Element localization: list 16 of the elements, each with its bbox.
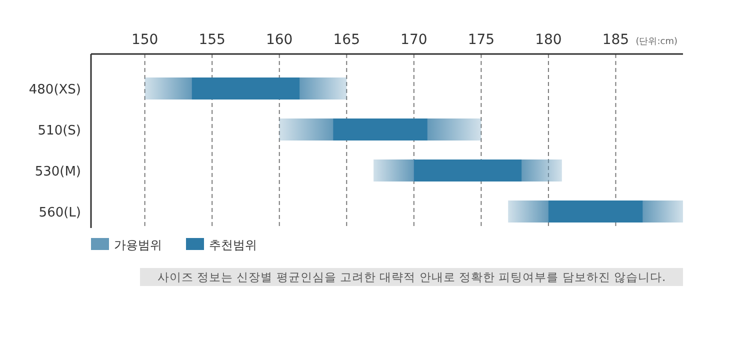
- x-tick-label: 185: [602, 32, 630, 48]
- x-tick-label: 165: [333, 32, 360, 48]
- x-tick-label: 180: [535, 32, 562, 48]
- x-tick-label: 155: [198, 32, 226, 48]
- x-tick-label: 160: [266, 32, 293, 48]
- text: 사이즈 정보는 신장별 평균인심을 고려한 대략적 안내로 정확한 피팅여부를 담보하진 않습니다.: [157, 270, 666, 284]
- text: (단위:cm): [636, 37, 678, 47]
- y-tick-label: 480(XS): [28, 82, 81, 98]
- y-tick-label: 510(S): [38, 124, 81, 138]
- x-tick-label: 170: [400, 32, 428, 48]
- y-tick-label: 530(M): [34, 164, 81, 180]
- x-tick-label: 175: [468, 32, 495, 48]
- y-tick-label: 560(L): [38, 206, 81, 220]
- x-tick-label: 150: [131, 32, 158, 48]
- legend-label: 가용범위: [114, 238, 162, 252]
- legend-label: 추천범위: [209, 238, 257, 252]
